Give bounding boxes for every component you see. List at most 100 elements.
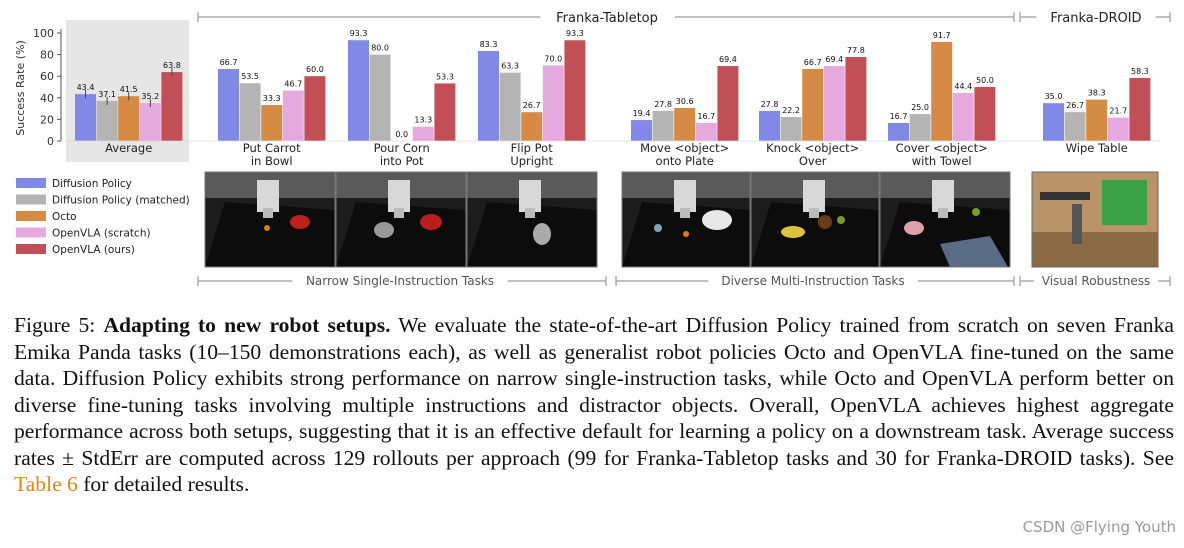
y-tick-label: 60	[40, 70, 54, 83]
bar	[521, 112, 543, 141]
header-tabletop	[197, 12, 1015, 22]
footer-narrow	[197, 276, 607, 286]
bar	[369, 54, 391, 141]
bar-value-label: 13.3	[414, 116, 432, 125]
bar-value-label: 27.8	[761, 100, 779, 109]
caption-text-1: We evaluate the state-of-the-art Diffusi…	[14, 313, 1174, 470]
bar	[261, 105, 283, 141]
bar-value-label: 41.5	[120, 85, 138, 94]
bar	[96, 100, 118, 141]
bar	[282, 90, 304, 141]
scene-images	[204, 171, 1159, 268]
bar-value-label: 63.3	[501, 62, 519, 71]
bar-value-label: 25.0	[911, 103, 929, 112]
group-label: Over	[799, 154, 827, 168]
bar-value-label: 93.3	[350, 29, 368, 38]
group-label: Knock <object>	[766, 141, 859, 155]
bar	[239, 83, 261, 141]
bar-value-label: 91.7	[933, 31, 951, 40]
header-droid-label: Franka-DROID	[1050, 11, 1141, 26]
legend-swatch	[16, 211, 46, 221]
group-label: Put Carrot	[243, 141, 301, 155]
y-tick-label: 40	[40, 92, 54, 105]
bar-value-label: 66.7	[804, 58, 822, 67]
bars: 43.437.141.535.263.8Average66.753.533.34…	[61, 29, 1160, 168]
legend-swatch	[16, 227, 46, 238]
bar-value-label: 60.0	[306, 65, 324, 74]
figure: Franka-Tabletop Franka-DROID 0 20 40 60 80 10…	[14, 11, 1171, 288]
bar	[931, 41, 953, 141]
bar	[412, 126, 434, 141]
y-tick-label: 0	[47, 135, 54, 148]
bar-value-label: 22.2	[782, 106, 800, 115]
table-6-link[interactable]: Table 6	[14, 472, 78, 496]
bar	[75, 94, 96, 141]
bar-value-label: 16.7	[890, 112, 908, 121]
group-label: with Towel	[912, 154, 972, 168]
legend-label: OpenVLA (scratch)	[52, 228, 151, 240]
scene-image	[466, 171, 598, 268]
bar	[1064, 112, 1086, 141]
footer-diverse-label: Diverse Multi-Instruction Tasks	[721, 274, 904, 288]
bar-value-label: 37.1	[98, 90, 116, 99]
group-label: Upright	[510, 154, 553, 168]
bar-value-label: 26.7	[523, 101, 541, 110]
bar	[674, 107, 696, 141]
bar	[695, 122, 717, 141]
legend-label: OpenVLA (ours)	[52, 244, 135, 256]
bar	[1107, 117, 1129, 141]
group-label: Wipe Table	[1066, 141, 1128, 155]
legend-swatch	[16, 178, 46, 188]
bar-value-label: 70.0	[544, 54, 562, 63]
bar	[888, 122, 909, 141]
group-label: Move <object>	[640, 141, 729, 155]
scene-image	[621, 171, 751, 268]
bar	[1129, 78, 1151, 141]
caption-label: Figure 5:	[14, 313, 96, 337]
legend: Diffusion Policy Diffusion Policy (matche…	[16, 178, 190, 256]
bar-value-label: 35.0	[1045, 92, 1063, 101]
legend-label: Diffusion Policy (matched)	[52, 195, 190, 207]
bar	[304, 76, 326, 141]
group-label: in Bowl	[251, 154, 293, 168]
legend-swatch	[16, 194, 46, 205]
bar-value-label: 38.3	[1088, 89, 1106, 98]
bar-value-label: 69.4	[825, 55, 843, 64]
bar-value-label: 63.8	[163, 61, 181, 70]
bar	[909, 114, 931, 141]
scene-image	[750, 171, 880, 268]
watermark: CSDN @Flying Youth	[1022, 518, 1176, 536]
bar-value-label: 53.5	[241, 72, 259, 81]
scene-image	[204, 171, 336, 268]
bar	[478, 51, 499, 142]
bar	[631, 120, 652, 141]
bar-value-label: 16.7	[697, 112, 715, 121]
y-axis: 0 20 40 60 80 100	[33, 27, 62, 148]
bar-value-label: 43.4	[77, 83, 95, 92]
y-axis-label: Success Rate (%)	[14, 40, 27, 136]
figure-caption: Figure 5: Adapting to new robot setups. …	[14, 312, 1174, 498]
bar	[542, 65, 564, 141]
bar-value-label: 53.3	[436, 72, 454, 81]
bar-value-label: 69.4	[719, 55, 737, 64]
bar-value-label: 66.7	[220, 58, 238, 67]
group-label: Cover <object>	[896, 141, 988, 155]
bar-value-label: 0.0	[395, 130, 408, 139]
legend-label: Diffusion Policy	[52, 178, 132, 190]
scene-image	[1031, 171, 1159, 268]
bar-value-label: 58.3	[1131, 67, 1149, 76]
bar-value-label: 44.4	[954, 82, 972, 91]
group-label: Average	[105, 141, 152, 155]
bar-value-label: 83.3	[480, 40, 498, 49]
y-tick-label: 20	[40, 113, 54, 126]
bar	[139, 102, 161, 141]
scene-image	[335, 171, 467, 268]
footer-visual-label: Visual Robustness	[1042, 274, 1150, 288]
bar	[974, 87, 996, 141]
bar	[759, 110, 780, 141]
footer-diverse	[615, 276, 1015, 286]
bar	[845, 56, 867, 142]
bar	[499, 72, 521, 141]
bar-value-label: 26.7	[1066, 101, 1084, 110]
bar	[952, 93, 974, 141]
